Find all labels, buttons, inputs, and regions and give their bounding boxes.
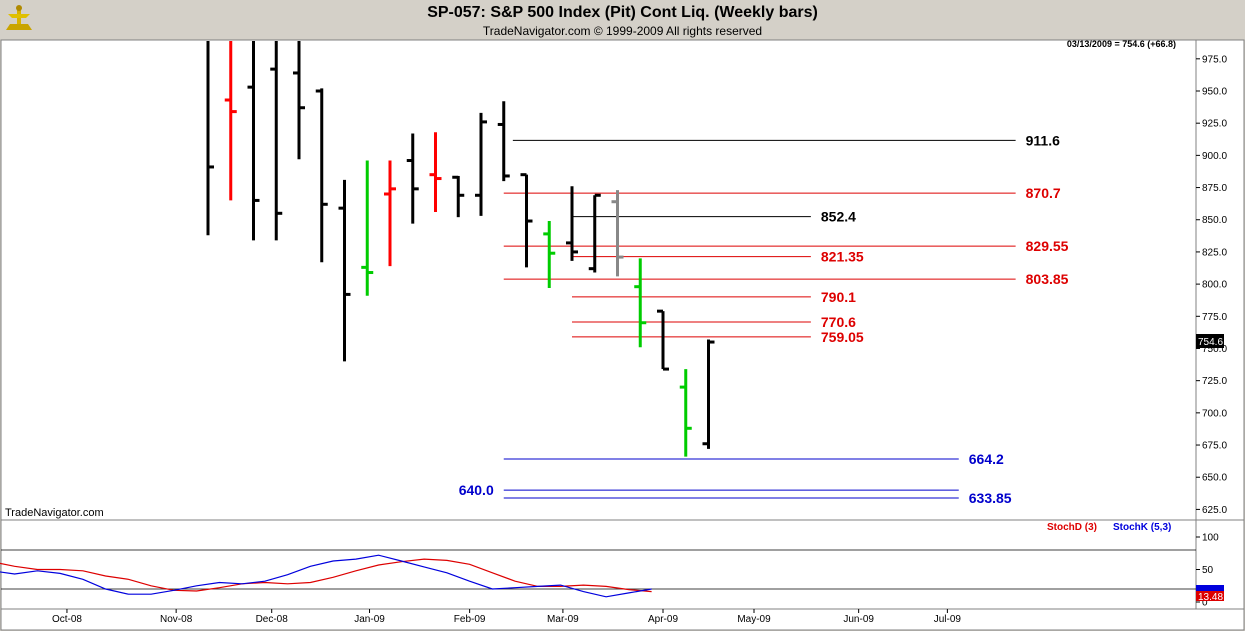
- time-tick-label: Jul-09: [934, 614, 962, 625]
- stochastic-panel: [0, 519, 1197, 610]
- stoch-series-line: [0, 558, 652, 593]
- stoch-last-tag-red: [1196, 591, 1224, 601]
- price-tick-label: 875.0: [1202, 183, 1227, 194]
- stochastic-axis-ticks: 0 50 100: [1, 533, 1219, 609]
- price-tick-label: 925.0: [1202, 119, 1227, 130]
- time-tick-label: Apr-09: [648, 614, 678, 625]
- time-tick-label: Mar-09: [547, 614, 579, 625]
- time-tick-label: Feb-09: [454, 614, 486, 625]
- ohlc-bars: [206, 41, 715, 457]
- watermark: TradeNavigator.com: [5, 507, 104, 519]
- price-tick-label: 725.0: [1202, 376, 1227, 387]
- level-label: 790.1: [821, 289, 856, 305]
- price-tick-label: 800.0: [1202, 280, 1227, 291]
- price-tick-label: 625.0: [1202, 505, 1227, 516]
- level-label: 759.05: [821, 329, 864, 345]
- trade-navigator-logo-icon: [2, 2, 36, 36]
- level-label: 870.7: [1026, 185, 1061, 201]
- time-tick-label: Jun-09: [843, 614, 874, 625]
- stoch-series-line: [0, 554, 652, 598]
- time-tick-label: Nov-08: [160, 614, 193, 625]
- price-tick-label: 900.0: [1202, 151, 1227, 162]
- time-tick-label: Oct-08: [52, 614, 82, 625]
- time-axis-labels: Sep-08Oct-08Nov-08Dec-08Jan-09Feb-09Mar-…: [52, 609, 962, 625]
- copyright-text: TradeNavigator.com © 1999-2009 All right…: [482, 24, 763, 38]
- legend-stoch-k: StochK (5,3): [1113, 522, 1171, 533]
- price-tick-label: 950.0: [1202, 87, 1227, 98]
- level-label: 852.4: [821, 209, 856, 225]
- chart-title: SP-057: S&P 500 Index (Pit) Cont Liq. (W…: [427, 4, 818, 21]
- stoch-last-tag-blue: [1196, 585, 1224, 591]
- price-tick-label: 750.0: [1202, 344, 1227, 355]
- level-label: 770.6: [821, 314, 856, 330]
- stoch-tick-label: 100: [1202, 533, 1219, 544]
- price-tick-label: 700.0: [1202, 408, 1227, 419]
- price-tick-label: 850.0: [1202, 215, 1227, 226]
- legend-stoch-d: StochD (3): [1047, 522, 1097, 533]
- stochastic-last-tag: 13.48: [1196, 585, 1224, 603]
- horizontal-levels: 911.6 870.7 852.4 829.55 821.35 803.85 790.1 77…: [459, 132, 1069, 506]
- level-label: 821.35: [821, 249, 864, 265]
- level-label: 829.55: [1026, 238, 1069, 254]
- last-price-tag: 754.6: [1196, 334, 1224, 348]
- level-label: 911.6: [1026, 132, 1060, 148]
- price-tick-label: 675.0: [1202, 441, 1227, 452]
- price-tick-label: 775.0: [1202, 312, 1227, 323]
- level-label: 803.85: [1026, 271, 1069, 287]
- stoch-last-tag-label: 13.48: [1198, 592, 1223, 603]
- status-readout: 03/13/2009 = 754.6 (+66.8): [1067, 39, 1176, 49]
- time-tick-label: May-09: [737, 614, 771, 625]
- level-label: 664.2: [969, 451, 1004, 467]
- stoch-tick-label: 50: [1202, 565, 1214, 576]
- price-axis: [1195, 39, 1245, 521]
- time-tick-label: Jan-09: [354, 614, 385, 625]
- price-panel: [0, 39, 1197, 521]
- level-label: 633.85: [969, 490, 1012, 506]
- time-axis: [0, 608, 1245, 631]
- stoch-tick-label: 0: [1202, 598, 1208, 609]
- price-tick-label: 825.0: [1202, 247, 1227, 258]
- price-axis-ticks: 625.0 650.0 675.0 700.0 725.0 750.0 775.0 800.0…: [1196, 54, 1227, 516]
- title-bar: SP-057: S&P 500 Index (Pit) Cont Liq. (W…: [0, 0, 1245, 40]
- last-price-tag-box: [1196, 334, 1224, 348]
- time-tick-label: Dec-08: [256, 614, 289, 625]
- price-tick-label: 650.0: [1202, 473, 1227, 484]
- level-label: 640.0: [459, 482, 494, 498]
- stochastic-lines: [0, 554, 652, 598]
- price-tick-label: 975.0: [1202, 54, 1227, 65]
- last-price-tag-label: 754.6: [1198, 337, 1223, 348]
